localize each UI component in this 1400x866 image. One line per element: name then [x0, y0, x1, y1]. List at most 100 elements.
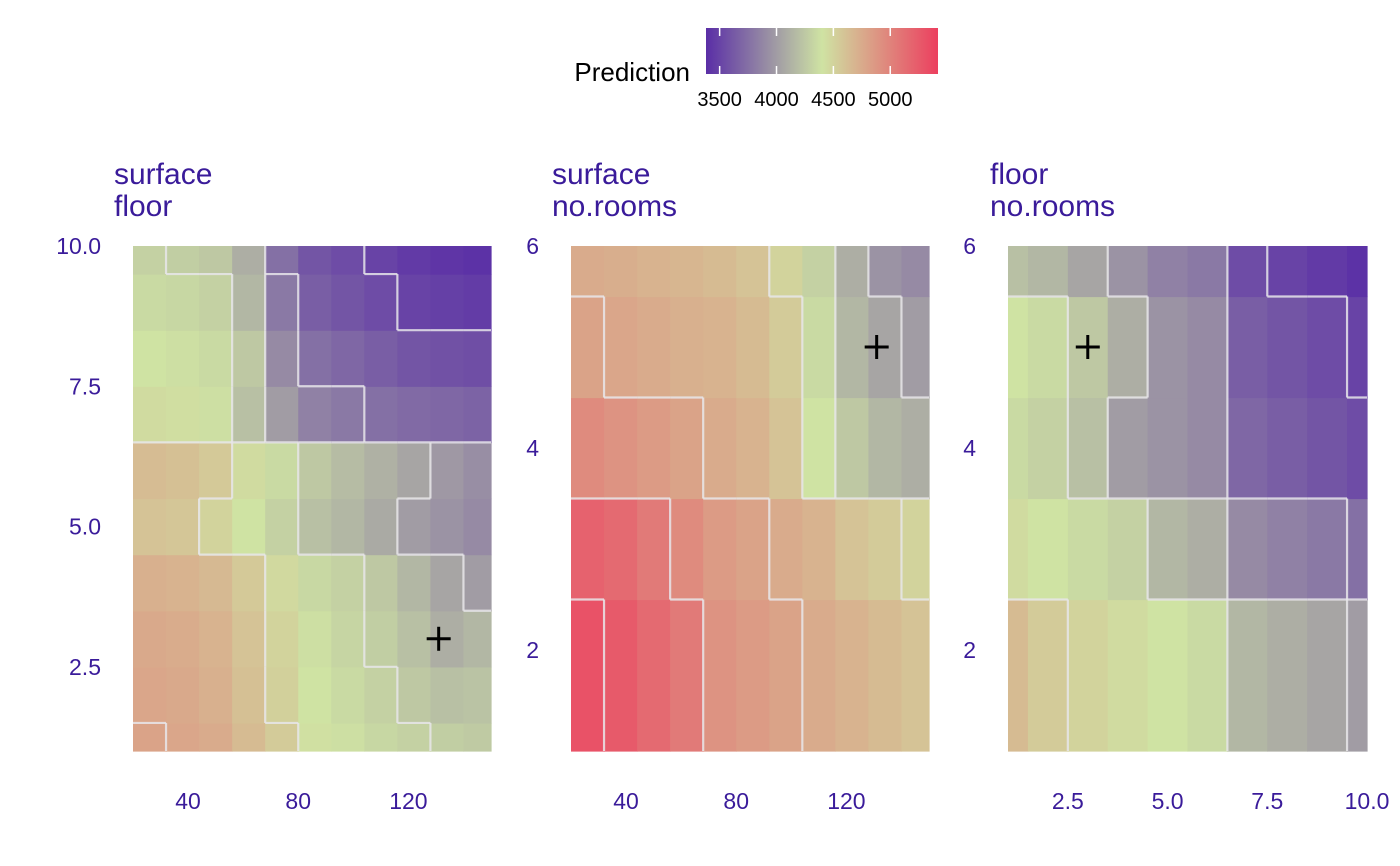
- heatmap-cell: [1107, 296, 1149, 399]
- heatmap-cell: [835, 296, 870, 399]
- heatmap-cell: [232, 274, 266, 331]
- heatmap-cell: [199, 330, 233, 387]
- heatmap-cell: [133, 666, 167, 724]
- panel-title-line-1: surface: [114, 158, 212, 191]
- heatmap-surface-norooms: 40 80 120 2 4 6: [526, 233, 930, 814]
- heatmap-cell: [835, 498, 870, 601]
- heatmap-cell: [1307, 296, 1348, 399]
- panel-title-line-2: no.rooms: [552, 190, 677, 223]
- heatmap-cell: [364, 722, 398, 752]
- panel-title-line-1: surface: [552, 158, 650, 191]
- heatmap-cell: [265, 246, 299, 275]
- heatmap-cell: [736, 296, 770, 399]
- heatmap-cell: [703, 246, 737, 298]
- heatmap-cell: [331, 442, 365, 500]
- heatmap-cell: [868, 246, 903, 298]
- heatmap-cell: [637, 296, 671, 399]
- heatmap-cell: [298, 554, 332, 612]
- heatmap-cell: [397, 554, 432, 612]
- x-tick-label: 120: [827, 788, 865, 814]
- x-tick-label: 40: [613, 788, 639, 814]
- heatmap-cell: [637, 599, 671, 752]
- contour-lines: [1008, 246, 1367, 751]
- heatmap-cell: [901, 397, 930, 500]
- heatmap-cell: [265, 554, 299, 612]
- heatmap-cell: [133, 386, 167, 443]
- panel-surface-norooms: surface no.rooms 40 80 120 2 4 6: [526, 158, 930, 814]
- heatmap-cell: [1008, 498, 1029, 601]
- heatmap-cell: [166, 330, 200, 387]
- heatmap-cell: [331, 330, 365, 387]
- heatmap-cell: [901, 246, 930, 298]
- contour-lines: [133, 246, 491, 751]
- heatmap-cell: [1067, 498, 1109, 601]
- heatmap-cell: [1147, 246, 1189, 298]
- legend-tick-label: 4000: [754, 89, 799, 111]
- heatmap-cell: [901, 296, 930, 399]
- heatmap-cell: [397, 442, 432, 500]
- y-tick-label: 6: [526, 233, 539, 259]
- heatmap-surface-floor: 40 80 120 2.5 5.0 7.5 10.0: [56, 233, 492, 814]
- heatmap-cell: [802, 599, 836, 752]
- heatmap-cell: [1267, 397, 1308, 500]
- heatmap-cell: [802, 246, 836, 298]
- heatmap-cell: [133, 274, 167, 331]
- heatmap-cell: [835, 599, 870, 752]
- heatmap-cell: [703, 599, 737, 752]
- heatmap-cell: [1027, 296, 1069, 399]
- heatmap-cell: [199, 274, 233, 331]
- heatmap-cell: [571, 397, 605, 500]
- heatmap-cell: [430, 666, 465, 724]
- heatmap-cell: [1147, 498, 1189, 601]
- heatmap-cell: [364, 274, 398, 331]
- heatmap-cell: [331, 274, 365, 331]
- heatmap-cell: [298, 498, 332, 556]
- heatmap-cell: [1107, 498, 1149, 601]
- heatmap-cell: [1147, 397, 1189, 500]
- heatmap-cell: [1187, 296, 1228, 399]
- heatmap-cell: [901, 498, 930, 601]
- heatmap-cell: [463, 442, 492, 500]
- heatmap-cell: [463, 330, 492, 387]
- heatmap-cell: [1147, 296, 1189, 399]
- heatmap-cell: [868, 397, 903, 500]
- heatmap-cell: [1227, 296, 1268, 399]
- heatmap-cell: [166, 386, 200, 443]
- heatmap-cell: [166, 554, 200, 612]
- heatmap-cell: [298, 722, 332, 752]
- heatmap-cell: [1107, 246, 1149, 298]
- heatmap-cell: [397, 666, 432, 724]
- heatmap-cell: [1067, 246, 1109, 298]
- heatmap-cell: [1027, 498, 1069, 601]
- heatmap-cell: [703, 296, 737, 399]
- heatmap-cell: [166, 610, 200, 668]
- y-axis-ticks: 2 4 6: [963, 233, 976, 663]
- y-tick-label: 6: [963, 233, 976, 259]
- heatmap-cell: [463, 274, 492, 331]
- heatmap-cell: [670, 246, 704, 298]
- heatmap-cell: [199, 246, 233, 275]
- heatmap-cell: [637, 246, 671, 298]
- heatmap-cell: [901, 599, 930, 752]
- heatmap-cell: [265, 666, 299, 724]
- heatmap-cell: [265, 274, 299, 331]
- heatmap-cell: [265, 498, 299, 556]
- heatmap-cell: [397, 274, 432, 331]
- y-axis-ticks: 2.5 5.0 7.5 10.0: [56, 233, 101, 680]
- heatmap-cell: [364, 330, 398, 387]
- heatmap-cell: [331, 666, 365, 724]
- heatmap-cell: [736, 599, 770, 752]
- heatmap-cell: [1307, 397, 1348, 500]
- heatmap-cell: [1067, 397, 1109, 500]
- heatmap-cell: [166, 666, 200, 724]
- heatmap-cell: [835, 246, 870, 298]
- heatmap-cell: [397, 330, 432, 387]
- y-axis-ticks: 2 4 6: [526, 233, 539, 663]
- heatmap-cell: [1147, 599, 1189, 752]
- heatmap-cell: [1067, 599, 1109, 752]
- heatmap-cell: [199, 386, 233, 443]
- heatmap-cell: [133, 498, 167, 556]
- heatmap-cell: [670, 498, 704, 601]
- heatmap-cell: [232, 722, 266, 752]
- heatmap-cell: [604, 599, 638, 752]
